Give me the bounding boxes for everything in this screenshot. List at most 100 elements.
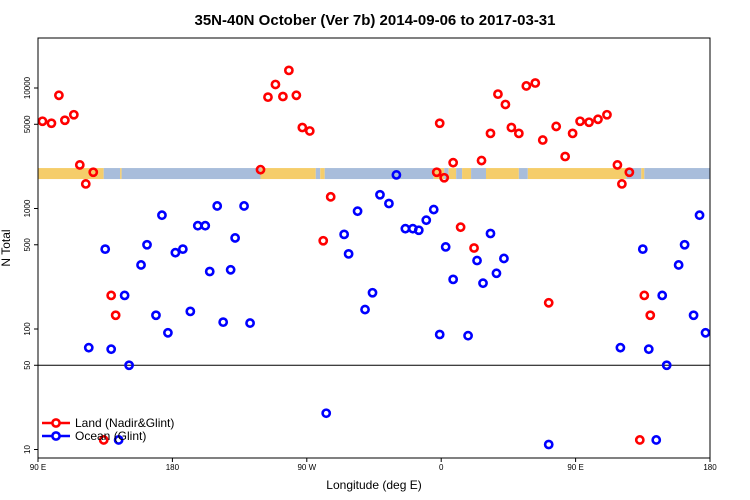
y-tick-label-2: 100 xyxy=(23,322,32,336)
land-point-40 xyxy=(575,116,585,127)
land-point-13 xyxy=(270,79,281,90)
land-point-22 xyxy=(434,118,445,129)
band-segment-3 xyxy=(121,168,261,180)
ocean-point-53 xyxy=(673,260,684,270)
land-point-39 xyxy=(567,128,578,139)
ocean-point-11 xyxy=(170,247,181,258)
legend: Land (Nadir&Glint)Ocean (Glint) xyxy=(42,416,174,443)
land-point-6 xyxy=(80,179,91,189)
land-point-32 xyxy=(513,128,524,139)
ocean-point-10 xyxy=(163,327,173,338)
ocean-point-43 xyxy=(485,228,496,239)
ocean-point-2 xyxy=(106,344,117,355)
land-point-21 xyxy=(431,167,442,178)
band-segment-7 xyxy=(324,168,434,180)
ocean-point-14 xyxy=(192,220,203,231)
band-segment-1 xyxy=(103,168,121,180)
band-segment-15 xyxy=(518,168,528,180)
land-point-43 xyxy=(602,109,612,120)
ocean-point-49 xyxy=(643,344,654,355)
ocean-point-20 xyxy=(230,233,241,243)
ocean-point-4 xyxy=(119,290,130,301)
ocean-point-41 xyxy=(472,255,482,266)
plot-area xyxy=(37,37,711,459)
land-point-42 xyxy=(593,114,603,125)
plot-frame xyxy=(37,37,711,459)
ocean-point-27 xyxy=(360,304,370,315)
ocean-point-24 xyxy=(339,229,350,240)
land-point-34 xyxy=(530,78,541,88)
ocean-point-48 xyxy=(637,244,648,255)
y-axis: 10 50 100 500 1000 5000 10000 xyxy=(23,76,38,454)
x-axis-label: Longitude (deg E) xyxy=(326,478,421,492)
land-point-8 xyxy=(98,435,109,445)
band-segment-2 xyxy=(120,168,122,180)
land-point-4 xyxy=(68,109,79,120)
ocean-point-19 xyxy=(225,264,236,275)
ocean-point-32 xyxy=(400,223,411,234)
land-point-12 xyxy=(263,92,273,103)
ocean-point-38 xyxy=(440,242,451,252)
land-point-3 xyxy=(59,115,70,126)
ocean-point-34 xyxy=(413,225,424,236)
legend-label-land: Land (Nadir&Glint) xyxy=(75,416,174,430)
band-segment-0 xyxy=(38,168,104,180)
land-point-18 xyxy=(304,126,315,136)
ocean-point-45 xyxy=(499,253,509,264)
legend-label-ocean: Ocean (Glint) xyxy=(75,429,146,443)
ocean-point-1 xyxy=(100,244,111,255)
y-tick-label-0: 10 xyxy=(23,444,32,453)
ocean-point-0 xyxy=(83,342,94,353)
ocean-point-51 xyxy=(657,290,668,301)
band-segment-10 xyxy=(448,168,457,180)
band-segment-14 xyxy=(486,168,519,180)
land-point-49 xyxy=(645,310,656,321)
land-point-14 xyxy=(278,91,288,102)
ocean-point-42 xyxy=(478,278,488,289)
band-segment-13 xyxy=(471,168,486,180)
ocean-point-22 xyxy=(245,318,255,328)
y-tick-label-4: 1000 xyxy=(23,199,32,217)
land-point-15 xyxy=(283,65,294,76)
band-segment-16 xyxy=(527,168,627,180)
land-point-47 xyxy=(634,435,645,445)
ocean-point-57 xyxy=(700,327,711,338)
land-point-24 xyxy=(448,157,459,168)
ocean-point-5 xyxy=(124,360,134,371)
y-tick-label-3: 500 xyxy=(23,238,32,252)
land-point-1 xyxy=(46,118,57,129)
ocean-point-12 xyxy=(177,244,188,255)
ocean-point-9 xyxy=(157,210,167,221)
ocean-point-8 xyxy=(151,310,161,321)
land-point-20 xyxy=(325,191,336,202)
land-point-31 xyxy=(506,122,517,133)
band-segment-6 xyxy=(320,168,325,180)
band-segment-18 xyxy=(641,168,645,180)
legend-marker-ocean xyxy=(51,431,61,441)
ocean-point-47 xyxy=(615,342,626,353)
land-point-38 xyxy=(560,151,571,162)
ocean-point-39 xyxy=(448,274,459,285)
y-axis-label: N Total xyxy=(0,229,13,266)
ocean-point-46 xyxy=(543,439,554,450)
ocean-point-44 xyxy=(491,268,502,279)
ocean-point-3 xyxy=(113,435,124,445)
band-segment-12 xyxy=(462,168,472,180)
y-tick-label-6: 10000 xyxy=(23,76,32,99)
ocean-point-16 xyxy=(204,266,215,277)
band-segment-19 xyxy=(644,168,710,180)
land-point-41 xyxy=(584,117,594,128)
ocean-point-35 xyxy=(421,215,432,226)
land-point-36 xyxy=(543,297,554,308)
land-point-27 xyxy=(476,155,487,166)
land-point-11 xyxy=(255,164,266,175)
ocean-point-40 xyxy=(463,330,473,341)
ocean-point-18 xyxy=(218,317,229,328)
ocean-point-29 xyxy=(375,189,385,200)
ocean-point-25 xyxy=(343,248,354,259)
chart-title: 35N-40N October (Ver 7b) 2014-09-06 to 2… xyxy=(194,12,555,29)
land-point-25 xyxy=(455,222,466,233)
land-point-37 xyxy=(551,121,562,132)
land-point-19 xyxy=(318,235,329,246)
